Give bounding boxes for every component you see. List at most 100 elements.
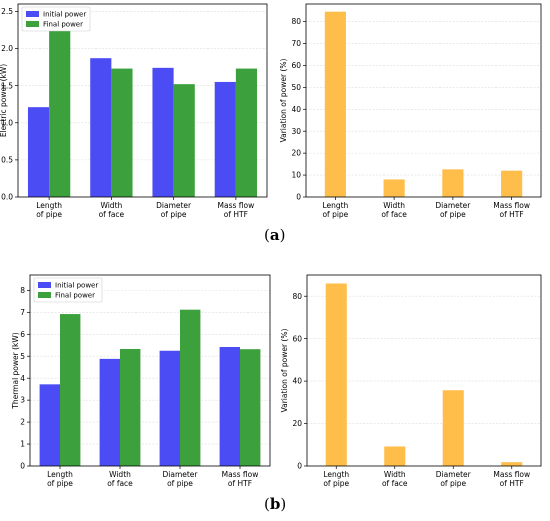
- y-tick-label: 2.0: [1, 44, 13, 53]
- panel-label-a: (a): [264, 226, 286, 244]
- bar: [159, 350, 180, 466]
- plot-frame: [17, 3, 268, 198]
- x-tick-label: of face: [381, 210, 407, 219]
- y-axis-label: Variation of power (%): [280, 329, 289, 413]
- bar: [39, 384, 60, 466]
- y-tick-label: 0.5: [1, 155, 13, 164]
- bar: [501, 462, 523, 466]
- y-tick-label: 2.5: [1, 7, 13, 16]
- legend-swatch: [26, 11, 39, 17]
- bar: [60, 314, 81, 466]
- x-tick-label: Diameter: [156, 201, 192, 210]
- x-tick-label: of pipe: [323, 479, 349, 488]
- x-tick-label: of HTF: [500, 210, 524, 219]
- y-tick-label: 10: [291, 171, 301, 180]
- x-tick-label: Width: [100, 201, 122, 210]
- y-axis-label: Variation of power (%): [279, 59, 288, 143]
- y-tick-label: 20: [292, 419, 302, 428]
- bar: [324, 11, 346, 198]
- y-tick-label: 50: [291, 83, 301, 92]
- y-tick-label: 1.0: [1, 118, 13, 127]
- bar: [49, 30, 71, 197]
- y-axis-label: Electric power (kW): [0, 64, 8, 137]
- chart-a-right: 0 10 20 30 40 50 60 70 80 Variation of power (%) L…: [279, 3, 542, 219]
- bar: [111, 68, 133, 197]
- x-tick-label: Length: [36, 201, 62, 210]
- x-tick-label: of pipe: [36, 210, 62, 219]
- x-tick-label: Mass flow: [493, 201, 530, 210]
- bar: [442, 390, 464, 466]
- y-tick-label: 80: [292, 292, 302, 301]
- x-tick-label: of HTF: [224, 210, 248, 219]
- x-tick-label: of face: [107, 479, 133, 488]
- panel-label-b-letter: b: [269, 495, 281, 513]
- x-tick-label: Mass flow: [222, 470, 259, 479]
- y-tick-label: 6: [20, 330, 25, 339]
- y-tick-label: 40: [292, 377, 302, 386]
- bar: [180, 309, 201, 466]
- x-tick-label: of pipe: [47, 479, 73, 488]
- y-tick-label: 60: [292, 334, 302, 343]
- bar: [152, 67, 174, 197]
- y-tick-label: 80: [291, 17, 301, 26]
- y-tick-label: 20: [291, 149, 301, 158]
- plot-frame: [29, 274, 271, 467]
- panel-label-b: (b): [264, 495, 287, 513]
- x-tick-label: of HTF: [228, 479, 252, 488]
- legend-entry: Final power: [43, 21, 83, 29]
- x-tick-label: Width: [383, 201, 405, 210]
- y-tick-label: 0: [297, 462, 302, 471]
- legend-swatch: [26, 21, 39, 27]
- y-tick-label: 0.0: [1, 193, 13, 202]
- x-tick-label: of pipe: [440, 210, 466, 219]
- bar: [173, 84, 195, 197]
- bar: [384, 446, 406, 466]
- bar: [240, 349, 261, 466]
- y-tick-label: 40: [291, 105, 301, 114]
- y-tick-label: 30: [291, 127, 301, 136]
- x-tick-label: Length: [323, 470, 349, 479]
- x-tick-label: Length: [47, 470, 73, 479]
- x-tick-label: of pipe: [167, 479, 193, 488]
- y-tick-label: 8: [20, 286, 25, 295]
- bar: [325, 283, 347, 466]
- y-tick-label: 2: [20, 418, 25, 427]
- y-tick-label: 70: [291, 39, 301, 48]
- bar: [235, 68, 258, 197]
- x-tick-label: of pipe: [161, 210, 187, 219]
- legend: Initial power Final power: [33, 277, 103, 303]
- x-tick-label: of HTF: [500, 479, 524, 488]
- panel-label-a-letter: a: [269, 226, 280, 244]
- chart-a-left: 0.0 0.5 1.0 1.5 2.0 2.5 Electric power (kW) Len…: [0, 3, 268, 219]
- x-tick-label: of face: [382, 479, 408, 488]
- legend-entry: Final power: [55, 292, 95, 300]
- legend: Initial power Final power: [21, 6, 91, 32]
- legend-entry: Initial power: [43, 11, 86, 19]
- bar: [90, 58, 112, 197]
- bar: [214, 81, 236, 197]
- bar: [27, 107, 50, 197]
- bar: [501, 170, 523, 197]
- bar: [120, 348, 141, 466]
- y-tick-label: 1.5: [1, 81, 13, 90]
- x-tick-label: Length: [322, 201, 348, 210]
- y-tick-label: 7: [20, 308, 25, 317]
- legend-swatch: [38, 282, 51, 288]
- bar: [99, 358, 120, 466]
- x-tick-label: Width: [109, 470, 131, 479]
- y-tick-label: 0: [296, 193, 301, 202]
- y-tick-label: 5: [20, 352, 25, 361]
- legend-entry: Initial power: [55, 282, 98, 290]
- x-tick-label: Diameter: [162, 470, 198, 479]
- x-tick-label: Mass flow: [493, 470, 530, 479]
- y-tick-label: 0: [20, 462, 25, 471]
- y-axis-label: Thermal power (kW): [11, 332, 20, 410]
- plot-frame: [306, 274, 542, 467]
- bar: [219, 347, 240, 466]
- y-tick-label: 3: [20, 396, 25, 405]
- legend-swatch: [38, 292, 51, 298]
- x-tick-label: of pipe: [322, 210, 348, 219]
- x-tick-label: of pipe: [440, 479, 466, 488]
